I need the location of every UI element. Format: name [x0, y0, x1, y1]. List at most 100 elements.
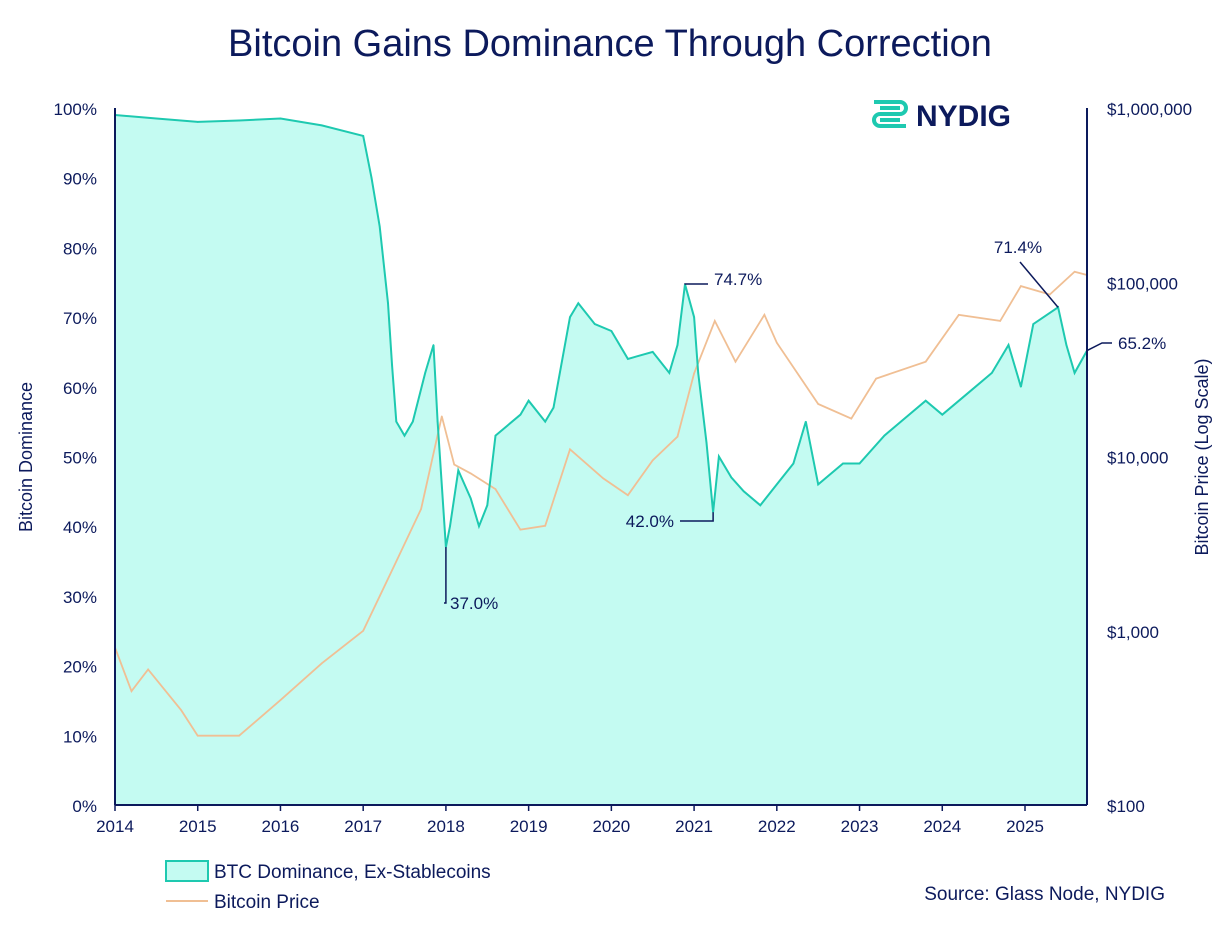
dominance-point [925, 400, 927, 402]
dominance-point [362, 135, 364, 137]
price-point [453, 464, 455, 466]
dominance-point [817, 484, 819, 486]
price-point [180, 709, 182, 711]
legend-label-price: Bitcoin Price [214, 892, 320, 913]
y-right-tick-label: $1,000 [1107, 623, 1159, 642]
chart-title: Bitcoin Gains Dominance Through Correcti… [228, 23, 992, 65]
y-left-tick-label: 40% [63, 518, 97, 537]
price-point [238, 735, 240, 737]
price-point [714, 320, 716, 322]
price-point [764, 314, 766, 316]
x-tick-label: 2019 [510, 817, 548, 836]
dominance-point [1032, 323, 1034, 325]
x-tick-label: 2020 [592, 817, 630, 836]
dominance-point [668, 372, 670, 374]
y-left-label: Bitcoin Dominance [16, 382, 36, 532]
y-left-tick-label: 80% [63, 239, 97, 258]
price-point [999, 320, 1001, 322]
y-left-tick-label: 100% [54, 100, 97, 119]
price-point [197, 735, 199, 737]
dominance-point [449, 525, 451, 527]
dominance-point [776, 484, 778, 486]
dominance-point [528, 400, 530, 402]
dominance-point [697, 372, 699, 374]
price-point [520, 529, 522, 531]
x-tick-label: 2021 [675, 817, 713, 836]
annotation-label: 65.2% [1118, 334, 1166, 353]
y-left-tick-label: 90% [63, 170, 97, 189]
annotation-leader [1087, 343, 1112, 351]
dominance-point [900, 421, 902, 423]
price-point [420, 508, 422, 510]
dominance-point [718, 456, 720, 458]
price-point [817, 403, 819, 405]
price-point [1074, 271, 1076, 273]
dominance-point [470, 498, 472, 500]
x-tick-label: 2022 [758, 817, 796, 836]
dominance-point [478, 525, 480, 527]
annotation-label: 74.7% [714, 270, 762, 289]
dominance-point [1020, 386, 1022, 388]
price-point [1020, 285, 1022, 287]
dominance-point [437, 421, 439, 423]
x-tick-label: 2017 [344, 817, 382, 836]
dominance-point [495, 435, 497, 437]
price-point [602, 477, 604, 479]
dominance-point [793, 463, 795, 465]
y-left-tick-label: 0% [72, 797, 97, 816]
dominance-point [842, 463, 844, 465]
dominance-point [1008, 344, 1010, 346]
dominance-point [544, 421, 546, 423]
price-point [1049, 294, 1051, 296]
dominance-point [387, 302, 389, 304]
dominance-point [693, 316, 695, 318]
price-point [495, 488, 497, 490]
dominance-point [731, 477, 733, 479]
dominance-point [395, 421, 397, 423]
price-point [470, 473, 472, 475]
price-point [925, 361, 927, 363]
annotation-label: 37.0% [450, 594, 498, 613]
y-right-label: Bitcoin Price (Log Scale) [1192, 358, 1212, 555]
price-point [958, 314, 960, 316]
dominance-point [859, 463, 861, 465]
dominance-point [966, 393, 968, 395]
logo-mark-icon [874, 102, 906, 126]
y-right-tick-label: $1,000,000 [1107, 100, 1192, 119]
price-point [362, 630, 364, 632]
dominance-point [197, 121, 199, 123]
x-tick-label: 2024 [923, 817, 961, 836]
price-point [280, 699, 282, 701]
price-point [875, 378, 877, 380]
price-point [131, 690, 133, 692]
dominance-point [280, 118, 282, 120]
dominance-point [520, 414, 522, 416]
annotation-leader [1020, 262, 1058, 307]
dominance-point [611, 330, 613, 332]
price-point [441, 416, 443, 418]
y-left-tick-label: 70% [63, 309, 97, 328]
y-right-tick-label: $10,000 [1107, 449, 1168, 468]
dominance-point [569, 316, 571, 318]
price-point [776, 342, 778, 344]
dominance-point [652, 351, 654, 353]
y-left-tick-label: 50% [63, 449, 97, 468]
dominance-point [391, 365, 393, 367]
x-tick-label: 2018 [427, 817, 465, 836]
dominance-point [805, 421, 807, 423]
dominance-point [433, 344, 435, 346]
dominance-point [371, 177, 373, 179]
price-point [395, 561, 397, 563]
legend-swatch-dominance [166, 861, 208, 881]
dominance-point [404, 435, 406, 437]
y-right-tick-label: $100 [1107, 797, 1145, 816]
x-tick-label: 2016 [262, 817, 300, 836]
dominance-point [884, 435, 886, 437]
dominance-point [941, 414, 943, 416]
x-tick-label: 2015 [179, 817, 217, 836]
price-point [569, 448, 571, 450]
dominance-point [1074, 372, 1076, 374]
legend: BTC Dominance, Ex-Stablecoins Bitcoin Pr… [166, 861, 491, 913]
